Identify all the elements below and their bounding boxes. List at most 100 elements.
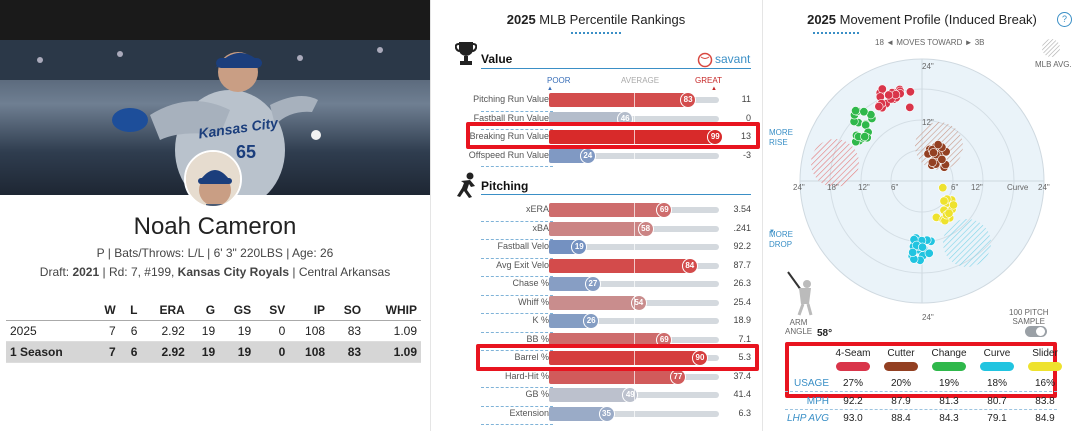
pitch-dot[interactable] bbox=[874, 101, 884, 111]
percentile-row[interactable]: GB % 49 41.4 bbox=[431, 387, 761, 407]
sample-toggle[interactable] bbox=[1025, 326, 1047, 337]
stats-header-l[interactable]: L bbox=[119, 300, 142, 321]
savant-link[interactable]: savant bbox=[715, 52, 751, 66]
percentile-row-label: Barrel % bbox=[514, 352, 549, 362]
stats-row: 2025 7 6 2.92 19 19 0 108 83 1.09 bbox=[6, 320, 421, 342]
stats-cell: 2.92 bbox=[141, 341, 189, 363]
pitch-dot[interactable] bbox=[905, 102, 915, 112]
percentile-badge: 83 bbox=[680, 92, 697, 108]
pitch-color-swatch[interactable] bbox=[884, 362, 918, 371]
pitch-dot[interactable] bbox=[949, 200, 959, 210]
pitcher-silhouette-icon bbox=[455, 172, 479, 203]
help-icon[interactable]: ? bbox=[1057, 12, 1072, 27]
row-divider bbox=[481, 331, 553, 333]
percentile-row-label: Extension bbox=[509, 407, 549, 418]
row-divider bbox=[481, 239, 553, 240]
percentile-row-label: GB % bbox=[525, 389, 549, 399]
pitch-color-swatch[interactable] bbox=[932, 362, 966, 371]
percentile-row[interactable]: Hard-Hit % 77 37.4 bbox=[431, 368, 761, 388]
movement-plot bbox=[799, 58, 1045, 304]
ring-label-left-inner: 12" bbox=[858, 183, 870, 192]
pitch-dot[interactable] bbox=[905, 87, 915, 97]
percentile-row[interactable]: Extension 35 6.3 bbox=[431, 405, 761, 425]
stats-cell: 19 bbox=[188, 320, 220, 342]
pitch-dot[interactable] bbox=[929, 148, 939, 158]
percentile-row-label: Avg Exit Velo bbox=[496, 259, 549, 270]
stats-header-w[interactable]: W bbox=[92, 300, 120, 321]
pitch-dot[interactable] bbox=[884, 90, 894, 100]
stats-header-so[interactable]: SO bbox=[329, 300, 366, 321]
percentile-row[interactable]: Offspeed Run Value 24 -3 bbox=[431, 147, 761, 167]
percentile-row-value: 26.3 bbox=[733, 278, 751, 288]
ring-label-top-outer: 24" bbox=[922, 62, 934, 71]
percentile-bar bbox=[549, 221, 648, 236]
poor-label: POOR bbox=[547, 76, 571, 85]
pitch-name: Change bbox=[931, 348, 967, 359]
mph-label: MPH bbox=[806, 396, 829, 407]
percentile-row-value: 18.9 bbox=[733, 315, 751, 325]
ring-label-right-mid: 12" bbox=[971, 183, 983, 192]
percentile-bar bbox=[549, 277, 595, 291]
pitch-dot[interactable] bbox=[918, 242, 928, 252]
stats-header-gs[interactable]: GS bbox=[219, 300, 256, 321]
pitch-dot[interactable] bbox=[937, 154, 947, 164]
percentile-row[interactable]: K % 26 18.9 bbox=[431, 313, 761, 333]
percentile-row[interactable]: Chase % 27 26.3 bbox=[431, 276, 761, 296]
average-line bbox=[634, 93, 635, 167]
value-section-title: Value bbox=[481, 52, 513, 66]
pitch-dot[interactable] bbox=[924, 248, 934, 258]
draft-team-link[interactable]: Kansas City Royals bbox=[177, 265, 290, 279]
pitch-dot[interactable] bbox=[944, 208, 954, 218]
trophy-icon bbox=[454, 40, 478, 71]
percentile-bar bbox=[549, 388, 633, 402]
percentile-row[interactable]: xERA 69 3.54 bbox=[431, 202, 761, 222]
pitch-dot[interactable] bbox=[933, 140, 943, 150]
ring-label-top-inner: 12" bbox=[922, 118, 934, 127]
stats-header-whip[interactable]: WHIP bbox=[365, 300, 421, 321]
pitch-dot[interactable] bbox=[851, 106, 861, 116]
pitch-mph: 92.2 bbox=[843, 396, 863, 407]
pitch-dot[interactable] bbox=[939, 196, 949, 206]
percentile-row[interactable]: Whiff % 54 25.4 bbox=[431, 294, 761, 314]
pitch-dot[interactable] bbox=[908, 247, 918, 257]
player-avatar[interactable] bbox=[184, 150, 242, 208]
pitch-dot[interactable] bbox=[860, 132, 870, 142]
stats-cell: 2025 bbox=[6, 320, 93, 342]
pitch-color-swatch[interactable] bbox=[980, 362, 1014, 371]
pitch-legend-table: 4-Seam 27% 92.2 93.0 Cutter 20% 87.9 88.4 Change… bbox=[785, 346, 1062, 432]
stats-header-ip[interactable]: IP bbox=[289, 300, 330, 321]
percentile-row-value: 37.4 bbox=[733, 370, 751, 381]
pitch-dot[interactable] bbox=[859, 107, 869, 117]
average-line bbox=[634, 203, 635, 425]
percentile-row[interactable]: Fastball Velo 19 92.2 bbox=[431, 239, 761, 259]
pitch-color-swatch[interactable] bbox=[1028, 362, 1062, 371]
stats-header-season bbox=[6, 300, 93, 321]
row-divider bbox=[481, 220, 553, 222]
mlb-avg-label: MLB AVG. bbox=[1035, 60, 1072, 69]
usage-label: USAGE bbox=[793, 378, 829, 389]
player-draft-info: Draft: 2021 | Rd: 7, #199, Kansas City R… bbox=[39, 265, 391, 279]
percentile-row-label: Whiff % bbox=[518, 296, 549, 307]
ring-label-left-mid: 18" bbox=[827, 183, 839, 192]
percentile-bar bbox=[549, 351, 702, 365]
stats-header-era[interactable]: ERA bbox=[141, 300, 189, 321]
savant-logo-icon[interactable] bbox=[697, 52, 713, 73]
pitch-mph: 80.7 bbox=[987, 396, 1007, 407]
pitch-dot[interactable] bbox=[927, 157, 937, 167]
pitch-color-swatch[interactable] bbox=[836, 362, 870, 371]
lhp-avg-label: LHP AVG bbox=[786, 413, 829, 424]
percentile-row-value: 92.2 bbox=[733, 241, 751, 251]
percentile-row[interactable]: xBA 58 .241 bbox=[431, 220, 761, 240]
stats-cell: 19 bbox=[219, 341, 256, 363]
percentile-row-label: xERA bbox=[525, 204, 549, 214]
pitch-usage: 27% bbox=[842, 378, 863, 389]
percentile-row-label: Fastball Run Value bbox=[473, 112, 549, 123]
percentile-row[interactable]: Avg Exit Velo 84 87.7 bbox=[431, 257, 761, 277]
pitch-dot[interactable] bbox=[938, 183, 948, 193]
percentile-row[interactable]: Pitching Run Value 83 11 bbox=[431, 92, 761, 112]
stats-header-g[interactable]: G bbox=[188, 300, 220, 321]
stats-header-sv[interactable]: SV bbox=[255, 300, 290, 321]
stats-cell: 1 Season bbox=[6, 341, 93, 363]
pitch-dot[interactable] bbox=[877, 84, 887, 94]
highlight-breaking-run-value bbox=[466, 122, 760, 149]
